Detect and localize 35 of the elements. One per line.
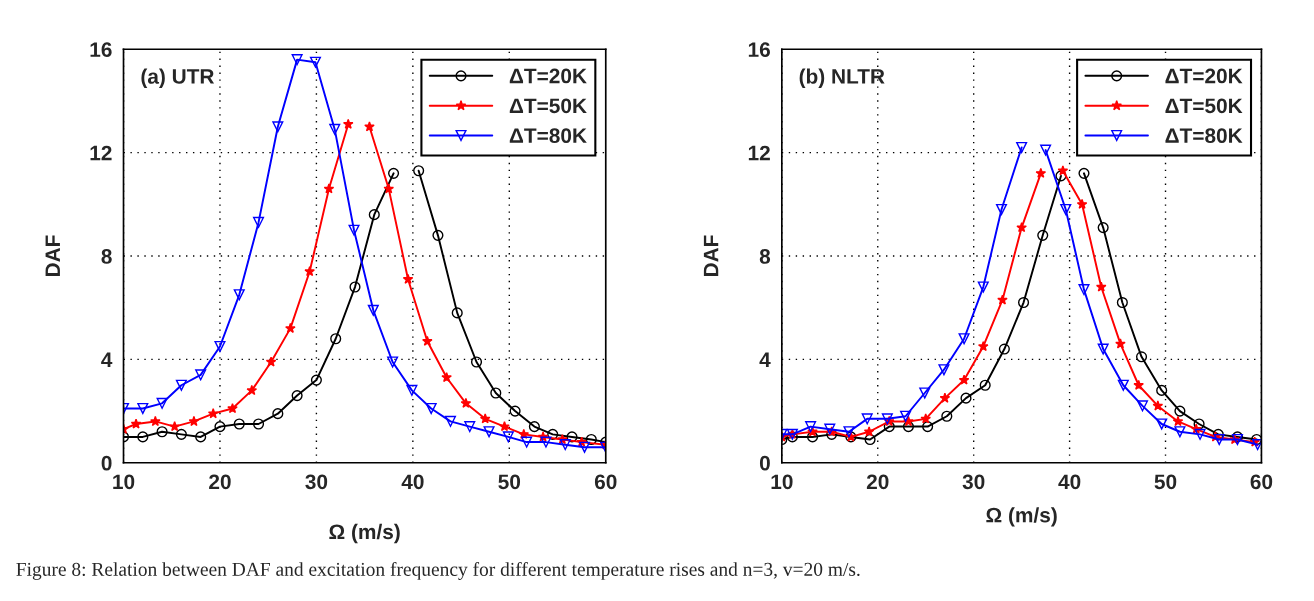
y-tick-label: 12	[90, 145, 112, 161]
y-tick-label: 16	[90, 42, 112, 58]
y-axis-title: DAF	[703, 235, 719, 277]
y-axis-title: DAF	[45, 235, 60, 277]
caption: Figure 8: Relation between DAF and excitation frequency for different temperature rises and n=3, v=20 m/s.	[16, 562, 860, 580]
y-tick-label: 8	[101, 249, 112, 264]
legend-label: ΔT=80K	[509, 128, 587, 144]
x-tick-label: 10	[113, 474, 135, 490]
x-axis-title: Ω (m/s)	[329, 523, 400, 544]
x-tick-label: 50	[1154, 474, 1177, 490]
legend-label: ΔT=80K	[1165, 128, 1243, 144]
legend-label: ΔT=20K	[1165, 68, 1243, 84]
legend-label: ΔT=50K	[1165, 98, 1243, 114]
y-tick-label: 4	[759, 352, 771, 367]
annotation: (b) NLTR	[799, 68, 885, 88]
y-tick-label: 4	[101, 352, 113, 367]
x-tick-label: 20	[209, 474, 231, 490]
x-tick-label: 10	[771, 474, 793, 490]
x-tick-label: 50	[498, 474, 521, 490]
x-tick-label: 40	[401, 474, 424, 490]
x-tick-label: 20	[866, 474, 889, 490]
y-tick-label: 8	[759, 249, 771, 264]
annotation: (a) UTR	[141, 68, 215, 88]
x-tick-label: 60	[1250, 474, 1273, 490]
y-tick-label: 0	[101, 455, 112, 471]
y-tick-label: 12	[748, 145, 770, 161]
y-tick-label: 16	[748, 42, 770, 58]
legend-label: ΔT=50K	[509, 98, 587, 114]
x-tick-label: 30	[962, 474, 985, 490]
x-axis-title: Ω (m/s)	[986, 507, 1057, 527]
x-tick-label: 60	[594, 474, 617, 490]
x-tick-label: 40	[1058, 474, 1081, 490]
y-tick-label: 0	[759, 455, 770, 471]
legend-label: ΔT=20K	[509, 68, 587, 84]
x-tick-label: 30	[305, 474, 328, 490]
